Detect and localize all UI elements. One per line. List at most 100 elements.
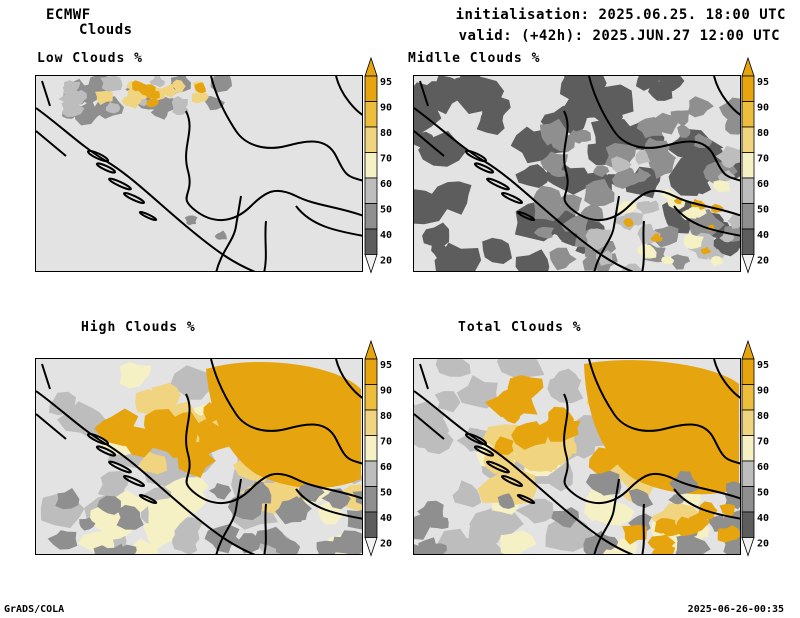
cloud-grey: [647, 156, 675, 179]
cloud-grey: [628, 488, 654, 508]
country-border: [588, 359, 740, 465]
island-outline: [473, 445, 495, 457]
cloud-light: [610, 156, 632, 173]
cloud-grey: [316, 540, 342, 554]
island-outline: [473, 162, 495, 174]
colorbar-low: 95 90 80 70 60 50 40 20: [363, 56, 415, 290]
cloud-grey: [549, 247, 577, 271]
cloud-orange: [193, 418, 231, 455]
colorbar-label: 60: [757, 462, 769, 473]
cloud-layer: [414, 359, 740, 554]
cloud-layer: [414, 76, 740, 271]
colorbar-label: 95: [380, 360, 392, 371]
cloud-dark: [422, 222, 450, 247]
colorbar-segment: [741, 203, 755, 230]
island-outline: [516, 210, 536, 222]
footer-credit: GrADS/COLA: [4, 604, 65, 615]
borders-layer: [414, 359, 740, 554]
cloud-light: [585, 228, 611, 245]
cloud-grey: [208, 483, 232, 500]
cloud-grey: [549, 165, 566, 178]
valid-time: valid: (+42h): 2025.JUN.27 12:00 UTC: [458, 28, 780, 44]
cloud-light: [105, 102, 121, 114]
colorbar-segment: [364, 152, 378, 179]
cloud-dark: [635, 76, 661, 91]
island-outline: [95, 445, 117, 457]
cloud-orange: [588, 447, 626, 475]
colorbar-segment: [364, 460, 378, 487]
country-border: [335, 359, 362, 399]
colorbar-label: 60: [380, 179, 392, 190]
cloud-dark: [482, 237, 512, 264]
colorbar-bottom-arrow: [364, 254, 378, 274]
cloud-light: [435, 359, 471, 377]
cloud-pale: [139, 451, 167, 475]
country-border: [210, 76, 362, 182]
map-middle-clouds: [413, 75, 741, 272]
colorbar-segment: [364, 511, 378, 538]
cloud-layer: [58, 76, 232, 240]
cloud-light: [727, 214, 740, 229]
borders-layer: [36, 359, 362, 554]
colorbar-segment: [741, 75, 755, 102]
colorbar-segment: [741, 152, 755, 179]
cloud-grey: [55, 488, 80, 510]
panel-title-total: Total Clouds %: [458, 320, 582, 335]
colorbar-segment: [364, 435, 378, 462]
cloud-orange: [151, 422, 185, 454]
island-outline: [86, 149, 110, 163]
cloud-light: [177, 106, 189, 115]
colorbar-segment: [364, 75, 378, 102]
colorbar-segment: [741, 101, 755, 128]
cloud-orange: [717, 525, 740, 543]
colorbar-bottom-arrow: [364, 537, 378, 557]
colorbar-label: 90: [380, 386, 392, 397]
island-outline: [486, 460, 510, 474]
colorbar-total: 95 90 80 70 60 50 40 20: [740, 339, 792, 573]
cloud-grey: [632, 167, 652, 183]
colorbar-high: 95 90 80 70 60 50 40 20: [363, 339, 415, 573]
island-outline: [108, 460, 132, 474]
country-border: [593, 195, 620, 271]
map-svg: [36, 76, 362, 271]
colorbar-segment: [364, 409, 378, 436]
cloud-orange-core: [206, 361, 361, 489]
cloud-light: [172, 535, 198, 554]
country-border: [563, 393, 740, 505]
cloud-grey: [533, 185, 562, 208]
cloud-grey: [651, 225, 679, 248]
cloud-orange: [622, 524, 647, 545]
cloud-grey: [233, 533, 261, 554]
cloud-cream: [169, 481, 208, 519]
country-border: [641, 220, 645, 271]
map-high-clouds: [35, 358, 363, 555]
cloud-light: [715, 145, 740, 165]
colorbar-bottom-arrow: [741, 537, 755, 557]
cloud-cream: [683, 233, 704, 250]
island-outline: [464, 149, 488, 163]
model-name: ECMWF: [46, 7, 91, 23]
cloud-pale: [151, 382, 181, 408]
colorbar-top-arrow: [364, 56, 378, 77]
cloud-dark: [682, 173, 712, 195]
cloud-dark: [414, 94, 432, 122]
coastline-detail: [36, 80, 67, 157]
island-outline: [138, 210, 158, 222]
colorbar-label: 40: [380, 513, 392, 524]
cloud-grey: [214, 230, 227, 240]
cloud-light: [437, 534, 506, 554]
coastline: [36, 390, 256, 554]
country-border: [263, 220, 267, 271]
coastline-detail: [36, 363, 67, 440]
cloud-grey: [539, 118, 569, 146]
island-outline: [464, 432, 488, 446]
colorbar-label: 50: [757, 488, 769, 499]
colorbar-segment: [741, 384, 755, 411]
cloud-orange: [138, 84, 156, 98]
cloud-grey: [593, 165, 610, 178]
cloud-grey: [584, 178, 615, 207]
cloud-grey: [119, 544, 137, 554]
cloud-layer: [40, 361, 362, 554]
colorbar-label: 95: [757, 360, 769, 371]
colorbar-svg: 95 90 80 70 60 50 40 20: [741, 56, 769, 274]
